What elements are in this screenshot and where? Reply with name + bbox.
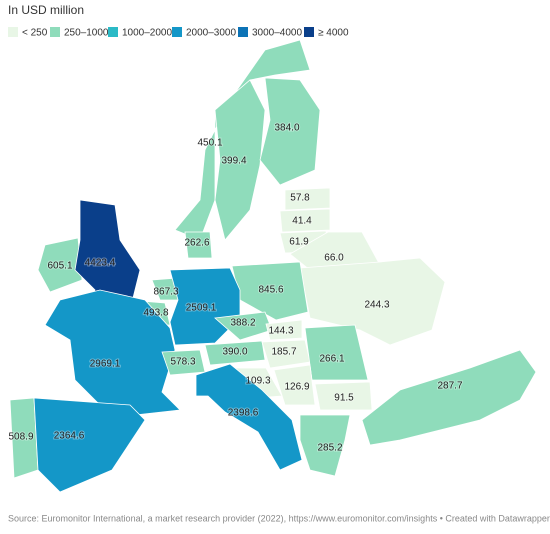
region-value: 126.9 [284,382,309,393]
legend-label: ≥ 4000 [318,28,349,39]
subtitle: In USD million [8,3,84,17]
legend-swatch [8,27,18,37]
region-value: 605.1 [47,261,72,272]
region [214,79,266,241]
region [169,267,241,346]
region-value: 57.8 [290,193,310,204]
region-value: 41.4 [292,216,312,227]
legend-label: < 250 [22,28,48,39]
region-value: 262.6 [184,238,209,249]
region [284,187,331,211]
region-value: 2398.6 [228,408,259,419]
legend: < 250 250–1000 1000–2000 2000–3000 3000–4000… [8,27,349,39]
legend-label: 2000–3000 [186,28,236,39]
region [204,340,266,366]
legend-label: 3000–4000 [252,28,302,39]
region-value: 578.3 [170,357,195,368]
region-value: 388.2 [230,318,255,329]
region [265,319,303,341]
region-value: 285.2 [317,443,342,454]
region [195,363,303,471]
region-value: 66.0 [324,253,344,264]
region-value: 244.3 [364,300,389,311]
region-value: 2509.1 [186,303,217,314]
region-value: 4423.4 [85,258,116,269]
legend-swatch [50,27,60,37]
region [304,324,369,381]
source: Source: Euromonitor International, a mar… [8,513,550,523]
region-value: 493.8 [143,308,168,319]
region [279,208,331,233]
region-value: 266.1 [319,354,344,365]
region-value: 845.6 [258,285,283,296]
region-value: 61.9 [289,237,309,248]
region-value: 185.7 [271,347,296,358]
region-value: 384.0 [274,123,299,134]
labels: 450.1 399.4 384.0 57.8 41.4 61.9 66.0 244.3 845.… [7,122,463,455]
region [44,289,181,416]
region [299,414,351,477]
region [184,231,213,259]
legend-label: 250–1000 [64,28,109,39]
region-value: 144.3 [268,326,293,337]
region-value: 2969.1 [90,359,121,370]
region [299,257,446,346]
legend-label: 1000–2000 [122,28,172,39]
region-value: 109.3 [245,376,270,387]
legend-swatch [238,27,248,37]
legend-swatch [108,27,118,37]
region-value: 450.1 [197,138,222,149]
legend-swatch [304,27,314,37]
region-value: 91.5 [334,393,354,404]
region-value: 867.3 [153,287,178,298]
region [33,397,146,493]
region [361,349,537,446]
region-value: 508.9 [8,432,33,443]
region-value: 2364.6 [54,431,85,442]
legend-swatch [172,27,182,37]
region [259,77,321,186]
region [273,364,316,406]
region-value: 399.4 [221,156,246,167]
region-value: 390.0 [222,347,247,358]
map [9,39,537,493]
region-value: 287.7 [437,381,462,392]
region [314,381,373,411]
region [37,237,83,293]
